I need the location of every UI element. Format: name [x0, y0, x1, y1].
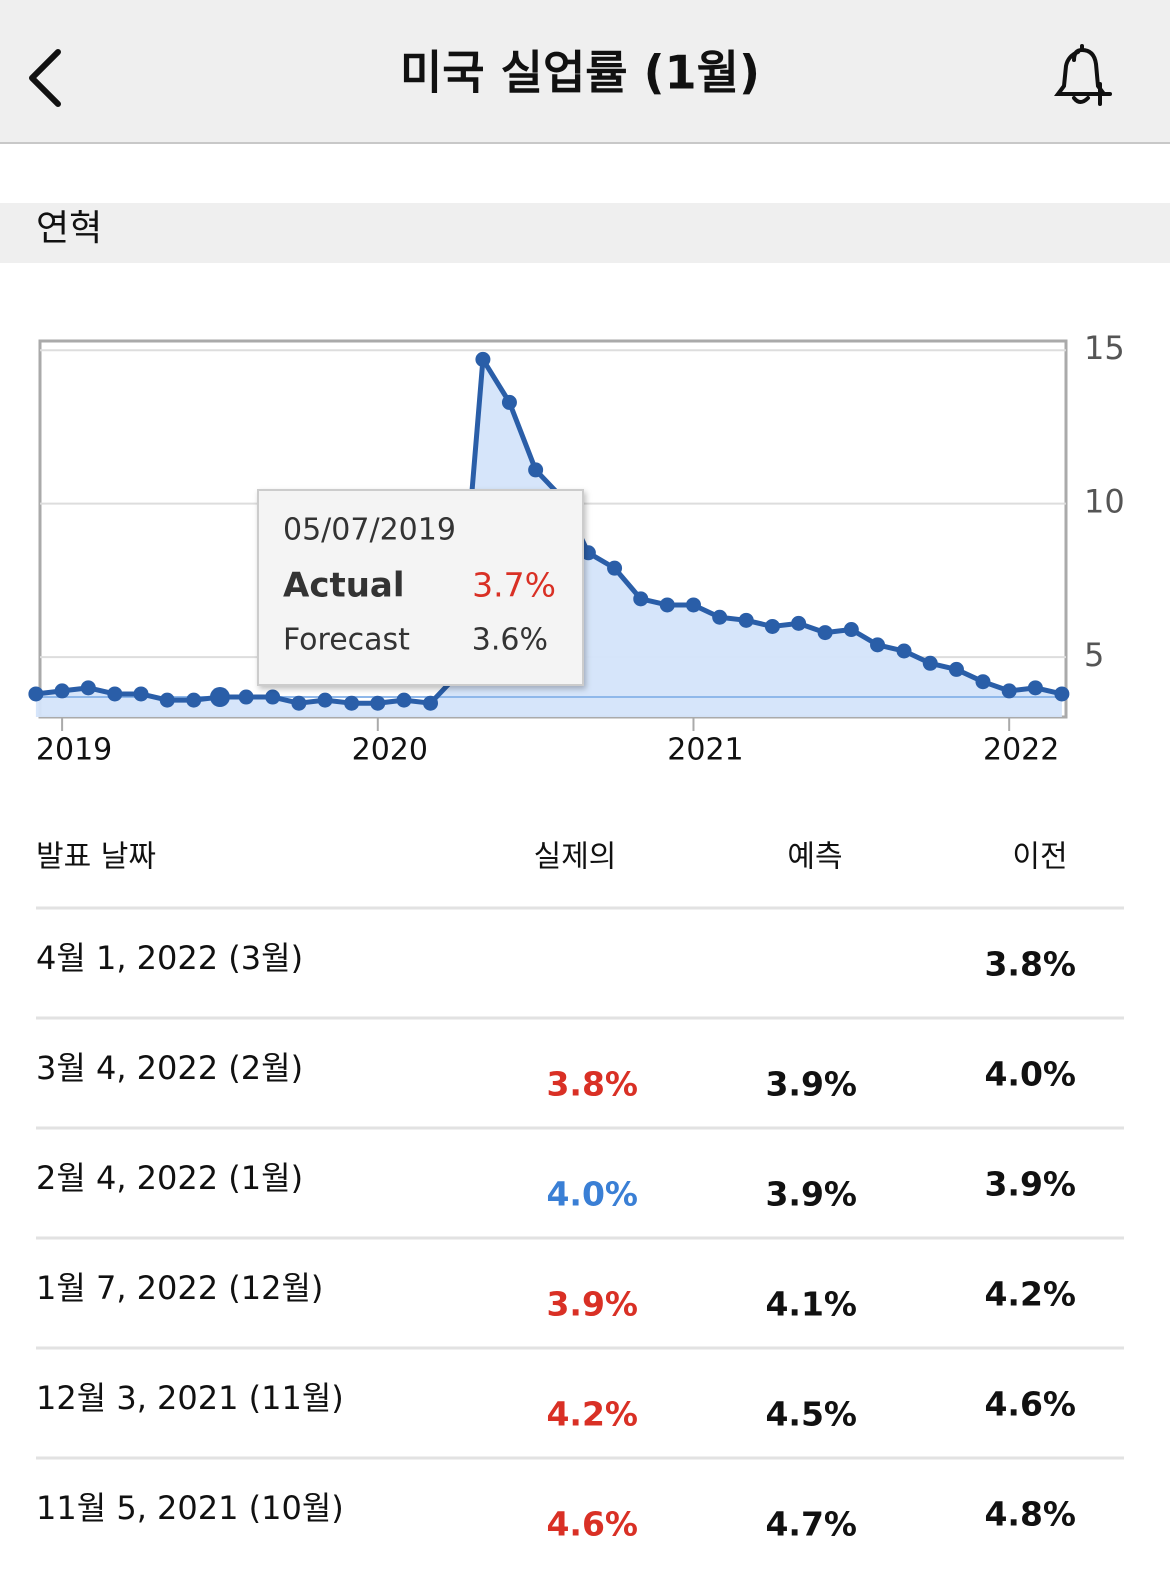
point — [528, 462, 544, 478]
point — [922, 655, 938, 671]
tooltip-box — [257, 489, 584, 686]
tooltip-date: 05/07/2019 — [283, 513, 456, 548]
point — [607, 560, 623, 576]
point — [344, 695, 360, 711]
point — [28, 686, 44, 702]
section-bar — [0, 203, 1170, 263]
point — [265, 689, 281, 705]
point — [80, 680, 96, 696]
previous-value: 4.0% — [984, 1055, 1076, 1094]
y-tick-label: 10 — [1084, 483, 1125, 521]
point — [738, 612, 754, 628]
previous-value: 3.9% — [984, 1165, 1076, 1204]
x-tick-label: 2020 — [352, 733, 428, 768]
point — [291, 695, 307, 711]
previous-value: 3.8% — [984, 945, 1076, 984]
chart: 5 10 15 2019 2020 2021 2022 05/07/2019 Actual 3.7… — [28, 329, 1125, 768]
point — [659, 597, 675, 613]
table: 발표 날짜 실제의 예측 이전 4월 1, 2022 (3월) 3.8% 3월 4, 202… — [36, 840, 1124, 1544]
point — [580, 545, 596, 561]
point — [54, 683, 70, 699]
tooltip-actual: 3.7% — [472, 566, 556, 605]
point — [948, 661, 964, 677]
release-date: 12월 3, 2021 (11월) — [36, 1379, 344, 1417]
column-header: 이전 — [1012, 840, 1067, 875]
column-header: 예측 — [787, 840, 842, 875]
point — [107, 686, 123, 702]
point — [1001, 683, 1017, 699]
point — [238, 689, 254, 705]
point — [791, 615, 807, 631]
x-tick-label: 2021 — [667, 733, 743, 768]
point — [817, 625, 833, 641]
point — [896, 643, 912, 659]
point — [186, 692, 202, 708]
forecast-value: 4.1% — [765, 1285, 857, 1324]
actual-value: 4.6% — [546, 1505, 638, 1544]
release-date: 11월 5, 2021 (10월) — [36, 1489, 344, 1527]
line — [35, 356, 1063, 706]
point — [975, 674, 991, 690]
tooltip-forecast-label: Forecast — [283, 623, 410, 658]
point — [764, 618, 780, 634]
point — [870, 637, 886, 653]
point — [370, 695, 386, 711]
point — [843, 622, 859, 638]
point — [209, 687, 230, 708]
header-bar — [0, 0, 1170, 143]
point — [712, 609, 728, 625]
x-tick-label: 2019 — [36, 733, 112, 768]
y-tick-label: 15 — [1084, 329, 1125, 367]
point — [475, 351, 491, 367]
y-tick-label: 5 — [1084, 636, 1104, 674]
forecast-value: 3.9% — [765, 1065, 857, 1104]
page-title: 미국 실업률 (1월) — [400, 46, 760, 100]
back-button[interactable] — [29, 49, 61, 107]
alert-button[interactable] — [1054, 44, 1112, 106]
previous-value: 4.2% — [984, 1275, 1076, 1314]
point — [159, 692, 175, 708]
point — [133, 686, 149, 702]
x-tick-label: 2022 — [983, 733, 1059, 768]
release-date: 1월 7, 2022 (12월) — [36, 1269, 323, 1307]
tooltip-forecast: 3.6% — [472, 623, 548, 658]
point — [633, 591, 649, 607]
tooltip-actual-label: Actual — [283, 566, 405, 606]
point — [1054, 686, 1070, 702]
forecast-value: 4.5% — [765, 1395, 857, 1434]
point — [685, 597, 701, 613]
actual-value: 4.0% — [546, 1175, 638, 1214]
previous-value: 4.6% — [984, 1385, 1076, 1424]
section-title: 연혁 — [36, 208, 102, 249]
previous-value: 4.8% — [984, 1495, 1076, 1534]
release-date: 2월 4, 2022 (1월) — [36, 1159, 303, 1197]
release-date: 4월 1, 2022 (3월) — [36, 939, 303, 977]
point — [1027, 680, 1043, 696]
actual-value: 4.2% — [546, 1395, 638, 1434]
tooltip: 05/07/2019 Actual 3.7% Forecast 3.6% — [257, 489, 584, 686]
actual-value: 3.8% — [546, 1065, 638, 1104]
point — [423, 695, 439, 711]
release-date: 3월 4, 2022 (2월) — [36, 1049, 303, 1087]
actual-value: 3.9% — [546, 1285, 638, 1324]
column-header: 발표 날짜 — [36, 840, 156, 875]
point — [396, 692, 412, 708]
point — [317, 692, 333, 708]
forecast-value: 4.7% — [765, 1505, 857, 1544]
column-header: 실제의 — [534, 840, 617, 875]
point — [501, 394, 517, 410]
forecast-value: 3.9% — [765, 1175, 857, 1214]
